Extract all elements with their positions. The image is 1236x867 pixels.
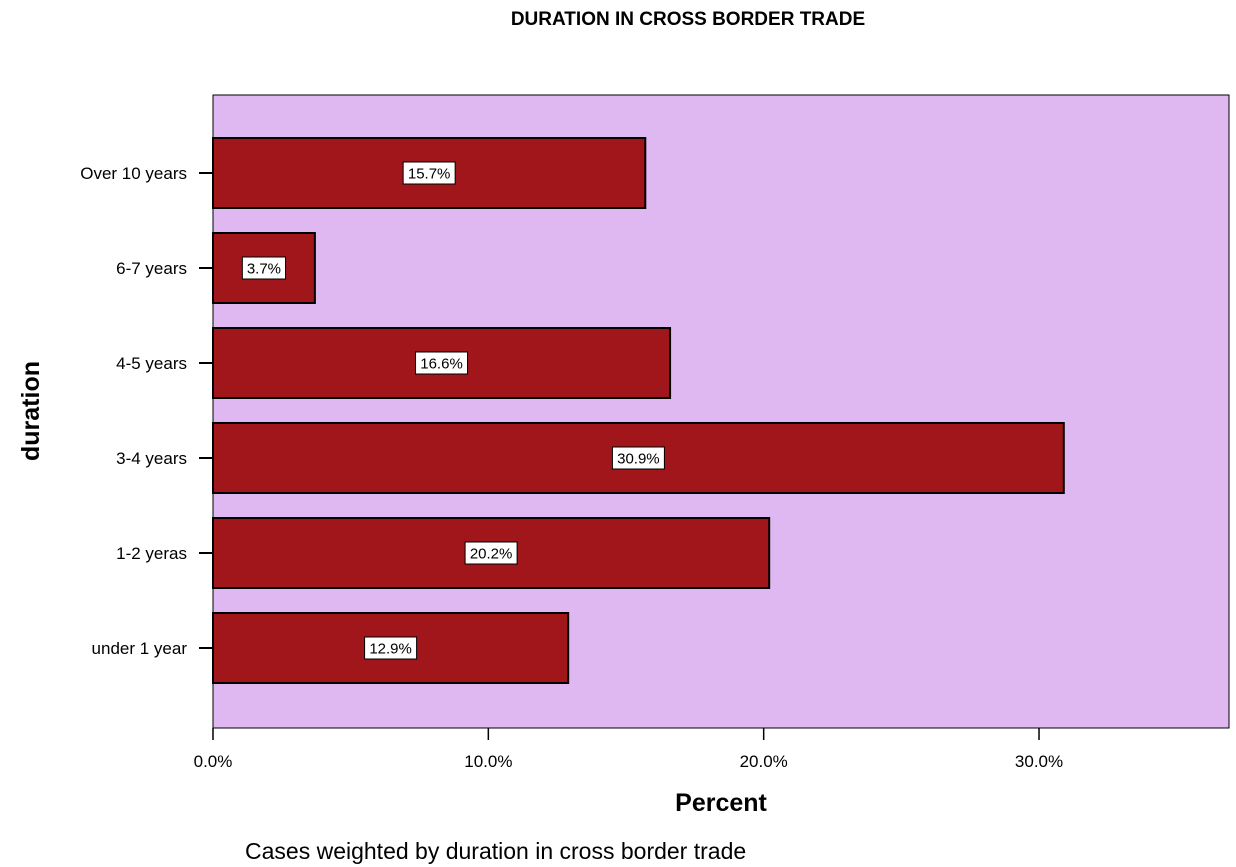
chart-title: DURATION IN CROSS BORDER TRADE — [511, 9, 865, 30]
data-label-box — [241, 256, 287, 280]
data-label: 20.2% — [470, 546, 513, 563]
y-tick-label: 1-2 yeras — [116, 544, 187, 563]
x-tick-label: 30.0% — [1015, 752, 1063, 771]
y-tick-label: 3-4 years — [116, 449, 187, 468]
data-label-box — [464, 541, 518, 565]
data-label: 15.7% — [408, 166, 451, 183]
data-label-box — [364, 636, 418, 660]
data-label: 30.9% — [617, 451, 660, 468]
x-axis: 0.0% 10.0% 20.0% 30.0% — [194, 728, 1063, 771]
y-tick-label: 4-5 years — [116, 354, 187, 373]
y-tick-label: under 1 year — [92, 639, 188, 658]
x-tick-label: 0.0% — [194, 752, 233, 771]
x-tick-label: 20.0% — [740, 752, 788, 771]
y-axis-title: duration — [17, 361, 45, 461]
x-tick-label: 10.0% — [464, 752, 512, 771]
data-label-box — [611, 446, 665, 470]
data-label: 3.7% — [247, 261, 281, 278]
x-axis-title: Percent — [675, 789, 767, 817]
data-label: 12.9% — [369, 641, 412, 658]
data-label-box — [415, 351, 469, 375]
data-label: 16.6% — [420, 356, 463, 373]
bars-group: 15.7% 3.7% 16.6% 30.9% 20.2% 12.9% — [212, 137, 1065, 684]
y-axis: Over 10 years 6-7 years 4-5 years 3-4 years… — [80, 164, 213, 658]
weighting-footnote: Cases weighted by duration in cross bord… — [245, 838, 746, 864]
y-tick-label: 6-7 years — [116, 259, 187, 278]
data-label-box — [402, 161, 456, 185]
y-tick-label: Over 10 years — [80, 164, 187, 183]
